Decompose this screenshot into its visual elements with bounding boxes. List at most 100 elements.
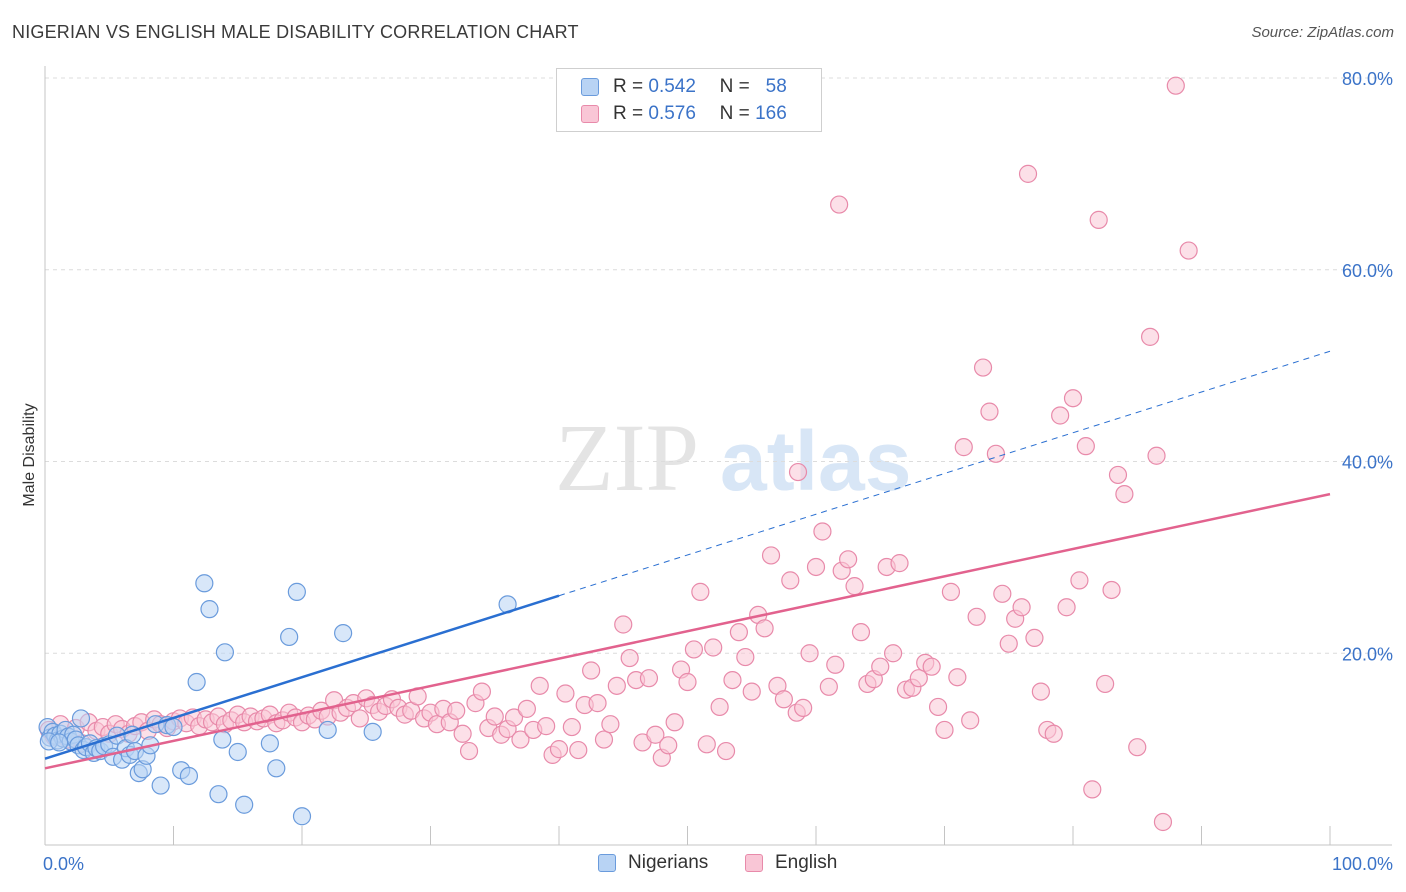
english-point [1115, 484, 1134, 504]
nigerians-trend-line [44, 594, 560, 760]
english-point [639, 669, 659, 688]
watermark: ZIP atlas [555, 404, 911, 511]
chart-title: NIGERIAN VS ENGLISH MALE DISABILITY CORR… [12, 22, 579, 42]
nigerians-swatch [598, 854, 616, 872]
english-point [620, 648, 639, 668]
y-tick-label: 40.0% [1342, 453, 1393, 473]
english-point [1140, 327, 1160, 346]
english-point [1044, 724, 1063, 743]
nigerians-point [292, 807, 312, 826]
y-tick-label: 20.0% [1342, 644, 1393, 664]
english-point [819, 677, 838, 696]
english-point [556, 684, 575, 703]
english-point [729, 623, 749, 642]
english-point [845, 577, 864, 596]
nigerians-point [209, 785, 228, 804]
english-n-value: 166 [755, 103, 787, 124]
bottom-legend-english: English [745, 852, 837, 874]
english-point [1018, 164, 1038, 183]
nigerians-point [228, 742, 247, 762]
english-point [447, 701, 466, 720]
english-point [716, 741, 736, 761]
english-point [839, 550, 858, 569]
english-point [928, 697, 948, 717]
english-point [1089, 210, 1108, 229]
english-point [607, 676, 626, 695]
english-point [736, 647, 755, 667]
x-tick-label: 100.0% [1332, 854, 1393, 874]
english-point [813, 522, 832, 541]
nigerians-point [213, 730, 232, 749]
legend: R = 0.542 N = 58 R = 0.576 N = 166 [556, 68, 822, 132]
legend-n-label: N = [719, 76, 750, 97]
english-point [1166, 76, 1185, 95]
english-point [453, 724, 472, 743]
english-swatch [745, 854, 763, 872]
trend-lines [44, 350, 1331, 770]
english-point [601, 715, 620, 734]
english-point [800, 644, 819, 663]
legend-n-label: N = [719, 103, 750, 124]
english-point [1031, 682, 1050, 701]
english-point [948, 668, 967, 687]
english-point [1108, 465, 1128, 485]
english-point [1147, 446, 1166, 465]
english-point [678, 672, 697, 692]
y-tick-label: 80.0% [1342, 69, 1393, 89]
english-point [517, 699, 536, 718]
english-point [530, 676, 549, 695]
english-point [562, 717, 581, 737]
english-point [935, 720, 954, 740]
nigerians-point [235, 795, 254, 814]
english-trend-line [44, 492, 1331, 770]
english-point [788, 462, 808, 482]
english-point [1070, 571, 1089, 590]
english-point [1025, 628, 1044, 648]
english-r-value: 0.576 [648, 103, 696, 124]
nigerians-series-name: Nigerians [628, 852, 709, 873]
english-point [614, 615, 633, 634]
english-point [1012, 598, 1031, 617]
legend-row-english: R = 0.576 N = 166 [581, 102, 787, 126]
nigerians-point [187, 672, 206, 692]
english-point [961, 711, 980, 730]
english-point [588, 694, 607, 713]
english-swatch [581, 105, 599, 123]
nigerians-points [38, 574, 517, 826]
english-point [697, 735, 716, 754]
english-point [826, 655, 845, 674]
english-point [941, 582, 961, 601]
nigerians-r-value: 0.542 [648, 76, 696, 97]
english-point [980, 402, 999, 421]
english-point [1083, 780, 1102, 799]
nigerians-point [363, 722, 382, 741]
legend-row-nigerians: R = 0.542 N = 58 [581, 75, 787, 99]
english-point [1153, 812, 1173, 832]
english-point [582, 661, 601, 680]
english-point [973, 358, 993, 377]
nigerians-point [287, 582, 306, 601]
english-point [830, 195, 849, 214]
tick-labels: 20.0% 40.0% 60.0% 80.0% 0.0% 100.0% [43, 69, 1393, 874]
english-point [742, 682, 761, 701]
nigerians-point [334, 624, 353, 643]
english-point [1051, 406, 1070, 425]
english-point [594, 730, 614, 749]
english-point [485, 707, 504, 726]
nigerians-point [200, 600, 219, 619]
y-tick-label: 60.0% [1342, 261, 1393, 281]
english-point [774, 690, 793, 709]
english-point [999, 634, 1018, 653]
nigerians-point [71, 709, 91, 728]
english-point [684, 640, 704, 659]
english-point [781, 571, 800, 590]
nigerians-point [260, 734, 279, 753]
nigerians-point [195, 574, 214, 593]
x-tick-label: 0.0% [43, 854, 84, 874]
english-point [806, 557, 826, 577]
legend-r-label: R = [613, 76, 644, 97]
english-point [986, 444, 1006, 463]
english-point [659, 736, 678, 755]
english-point [922, 657, 941, 676]
english-point [851, 623, 871, 642]
